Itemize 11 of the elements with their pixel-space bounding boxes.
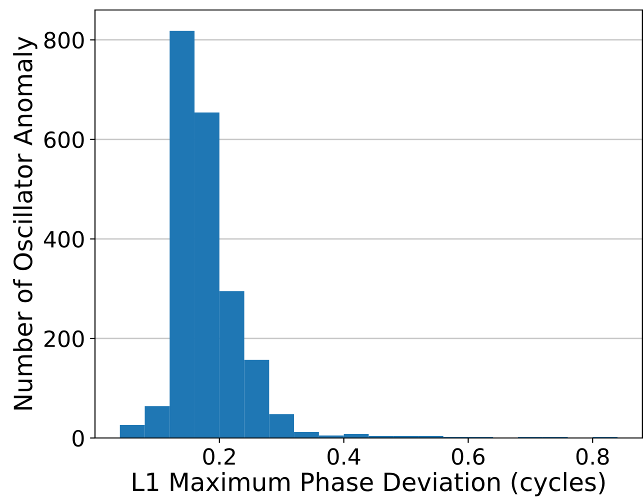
y-axis-title: Number of Oscillator Anomaly — [13, 36, 38, 410]
x-tick-label: 0.2 — [203, 448, 235, 465]
x-tick-label: 0.8 — [576, 448, 609, 465]
y-tick-label: 400 — [44, 230, 84, 248]
x-tick-label: 0.6 — [452, 448, 484, 465]
y-tick-label: 800 — [44, 32, 84, 49]
y-tick-label: 0 — [72, 430, 84, 447]
x-axis-title: L1 Maximum Phase Deviation (cycles) — [133, 472, 605, 496]
y-tick-label: 200 — [44, 330, 84, 348]
y-tick-label: 600 — [44, 131, 84, 148]
x-tick-label: 0.4 — [328, 448, 360, 465]
